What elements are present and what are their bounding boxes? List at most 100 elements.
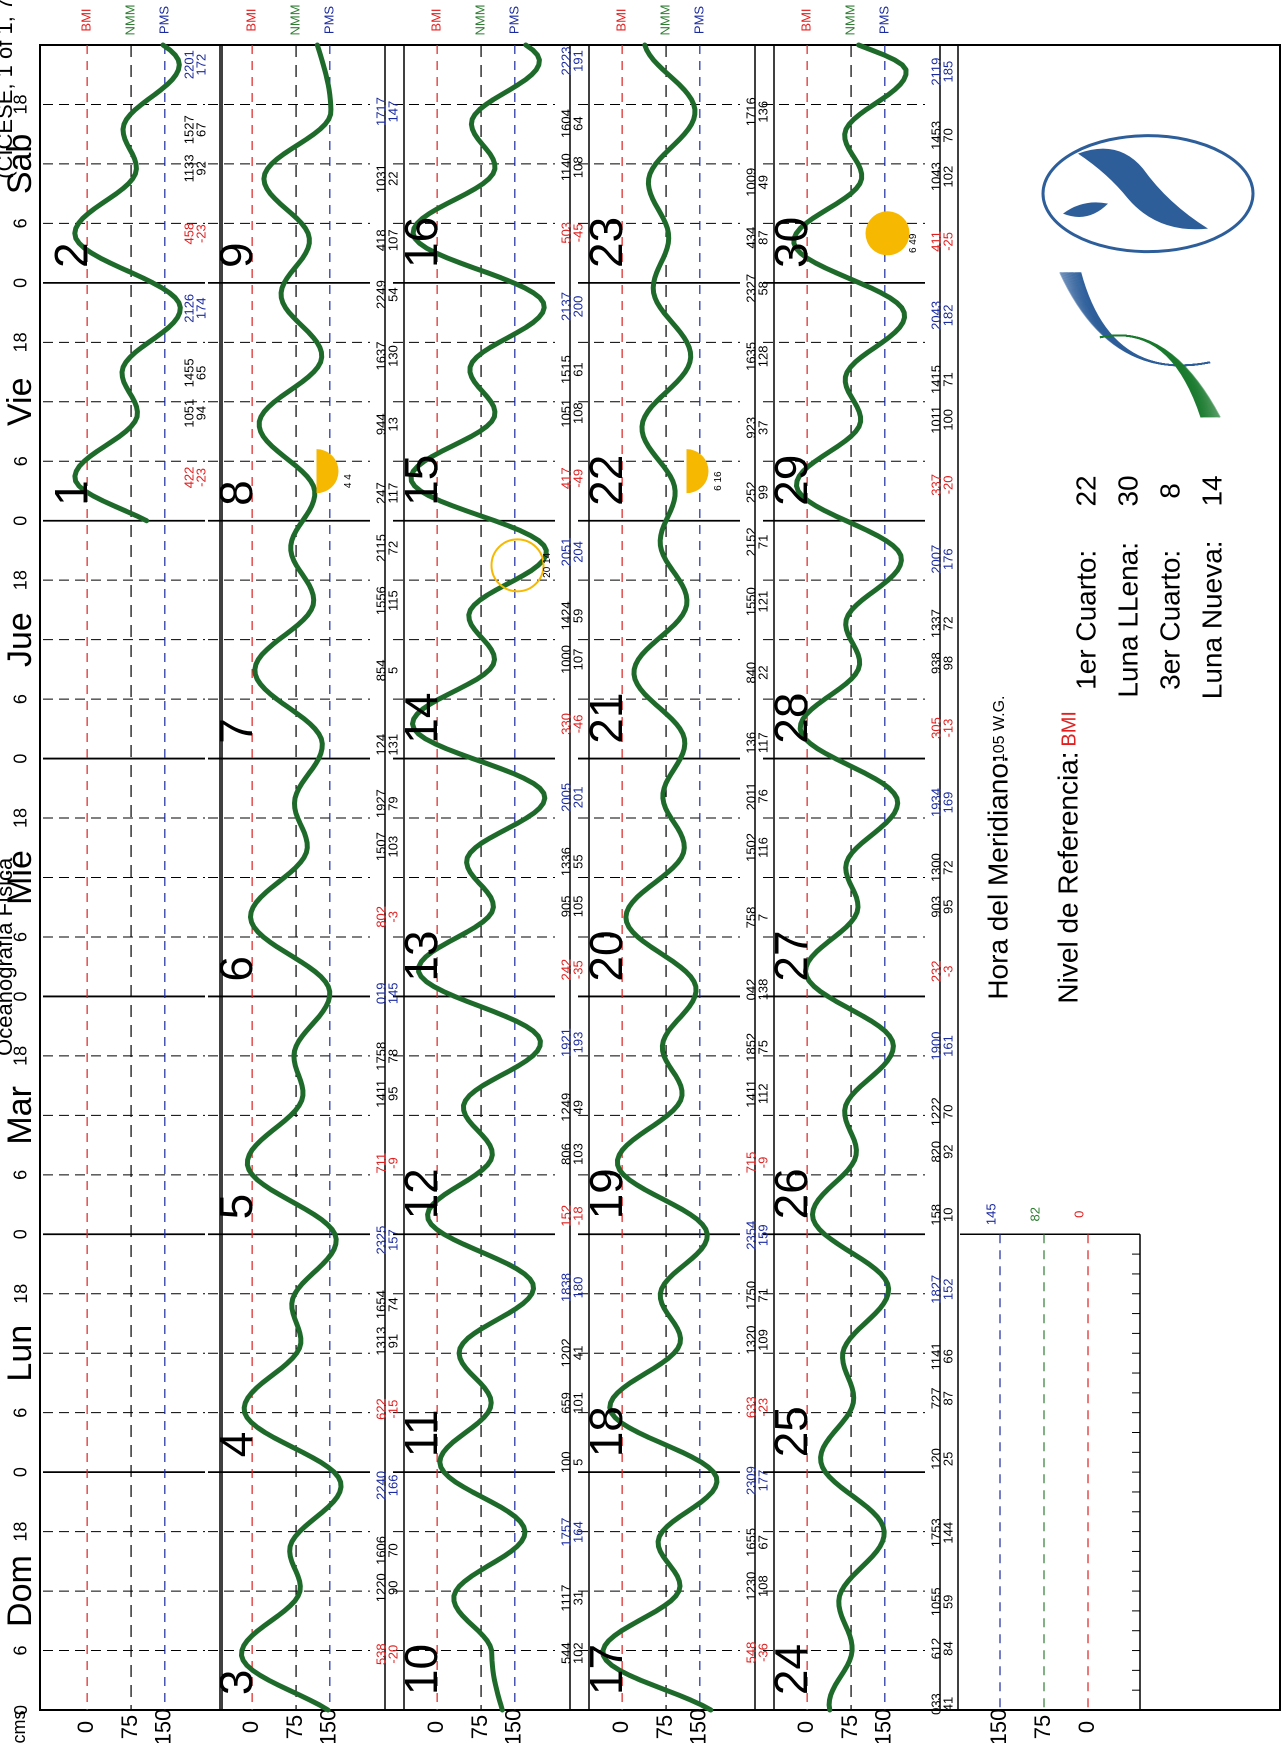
tide-time: 411 — [928, 231, 943, 252]
day-name-lun: Lun — [1, 1325, 39, 1382]
tide-time: 1411 — [373, 1080, 388, 1108]
tide-height: 200 — [570, 296, 585, 318]
moon-phase-icon — [490, 538, 545, 593]
hour-tick-18: 18 — [11, 1284, 31, 1304]
tide-height: 94 — [193, 406, 208, 420]
axis-tick: 0 — [608, 1721, 633, 1733]
tide-height: 145 — [385, 982, 400, 1004]
tide-height: 164 — [570, 1521, 585, 1543]
tide-height: 84 — [940, 1641, 955, 1655]
tide-height: 117 — [755, 732, 770, 753]
tide-height: 193 — [570, 1032, 585, 1054]
tide-time: 136 — [743, 732, 758, 754]
phase-day: 30 — [1112, 475, 1143, 506]
day-number: 27 — [765, 930, 817, 981]
day-number: 24 — [765, 1644, 817, 1695]
tide-height: 74 — [385, 1297, 400, 1311]
tide-time: 1009 — [743, 168, 758, 197]
phase-day: 8 — [1154, 483, 1185, 499]
axis-tick: 0 — [423, 1721, 448, 1733]
day-number: 26 — [765, 1168, 817, 1219]
tide-height: 72 — [385, 541, 400, 555]
tide-height: 152 — [940, 1278, 955, 1300]
axis-tick: 150 — [501, 1709, 526, 1743]
tide-time: 422 — [181, 467, 196, 489]
tide-time: 1031 — [373, 164, 388, 193]
tide-time: 1300 — [928, 853, 943, 882]
tide-height: -23 — [193, 224, 208, 243]
day-name-mie: Mie — [1, 850, 39, 905]
tide-height: -49 — [570, 469, 585, 488]
swoosh-blue-stroke — [1074, 272, 1211, 367]
tide-height: 101 — [570, 1392, 585, 1414]
day-number: 12 — [395, 1168, 447, 1219]
moon-time: 6 16 — [713, 471, 724, 491]
ref-label-nmm: NMM — [288, 4, 303, 35]
header-title-partial: Oceanografía Física — [0, 857, 17, 1056]
tide-height: -3 — [385, 911, 400, 923]
tide-time: 1717 — [373, 97, 388, 126]
hour-tick-18: 18 — [11, 94, 31, 114]
day-number: 15 — [395, 455, 447, 506]
ref-label-nmm: NMM — [473, 4, 488, 35]
tide-height: -9 — [755, 1157, 770, 1169]
meridian-value: 105 W.G. — [991, 695, 1008, 762]
tide-height: 92 — [940, 1144, 955, 1158]
moon-phase-icon — [316, 449, 339, 494]
tide-time: 2201 — [181, 50, 196, 79]
tide-height: 103 — [385, 836, 400, 858]
day-number: 18 — [580, 1406, 632, 1457]
tide-time: 1411 — [743, 1080, 758, 1108]
tide-height: 92 — [193, 161, 208, 175]
tide-height: 22 — [755, 665, 770, 679]
hour-tick-6: 6 — [11, 456, 31, 466]
day-number: 9 — [210, 242, 262, 268]
tide-time: 1055 — [928, 1587, 943, 1616]
tide-height: 67 — [193, 123, 208, 137]
tide-height: 54 — [385, 287, 400, 301]
tide-time: 1222 — [928, 1097, 943, 1126]
hour-tick-6: 6 — [11, 1646, 31, 1656]
day-number: 20 — [580, 930, 632, 981]
tide-time: 1230 — [743, 1572, 758, 1601]
tide-height: 172 — [193, 54, 208, 76]
hour-tick-18: 18 — [11, 808, 31, 828]
axis-tick: 150 — [686, 1709, 711, 1743]
hour-tick-6: 6 — [11, 1170, 31, 1180]
tide-time: 806 — [558, 1143, 573, 1165]
tide-curve-week-5 — [791, 42, 909, 1713]
tide-height: -25 — [940, 232, 955, 251]
tide-height: 78 — [385, 1049, 400, 1063]
tide-height: 90 — [385, 1581, 400, 1595]
ref-label-nmm: NMM — [123, 4, 138, 35]
tide-height: 182 — [940, 305, 955, 327]
tide-height: 107 — [570, 649, 585, 671]
ref-label-pms: PMS — [321, 6, 336, 35]
tide-time: 1921 — [558, 1028, 573, 1057]
tide-height: 201 — [570, 787, 585, 809]
tide-time: 2126 — [181, 294, 196, 323]
tide-height: 107 — [385, 229, 400, 251]
tide-time: 033 — [928, 1693, 943, 1715]
tide-curve-week-1 — [72, 42, 183, 524]
tide-time: 2152 — [743, 527, 758, 556]
tide-height: -9 — [385, 1157, 400, 1169]
tide-time: 124 — [373, 734, 388, 756]
tide-time: 1604 — [558, 109, 573, 138]
tide-time: 923 — [743, 417, 758, 439]
tide-height: 59 — [940, 1595, 955, 1609]
tide-time: 2051 — [558, 537, 573, 566]
hour-tick-6: 6 — [11, 1408, 31, 1418]
tide-height: 108 — [570, 402, 585, 424]
tide-height: -46 — [570, 714, 585, 733]
tide-time: 1455 — [181, 358, 196, 387]
tide-time: 1507 — [373, 832, 388, 861]
tide-time: 2325 — [373, 1226, 388, 1255]
hour-tick-6: 6 — [11, 218, 31, 228]
axis-tick: 150 — [871, 1709, 896, 1743]
tide-height: 5 — [570, 1459, 585, 1466]
reference-value: BMI — [1058, 711, 1080, 747]
tide-time: 1133 — [181, 154, 196, 182]
tide-time: 659 — [558, 1392, 573, 1414]
tide-time: 1654 — [373, 1290, 388, 1319]
